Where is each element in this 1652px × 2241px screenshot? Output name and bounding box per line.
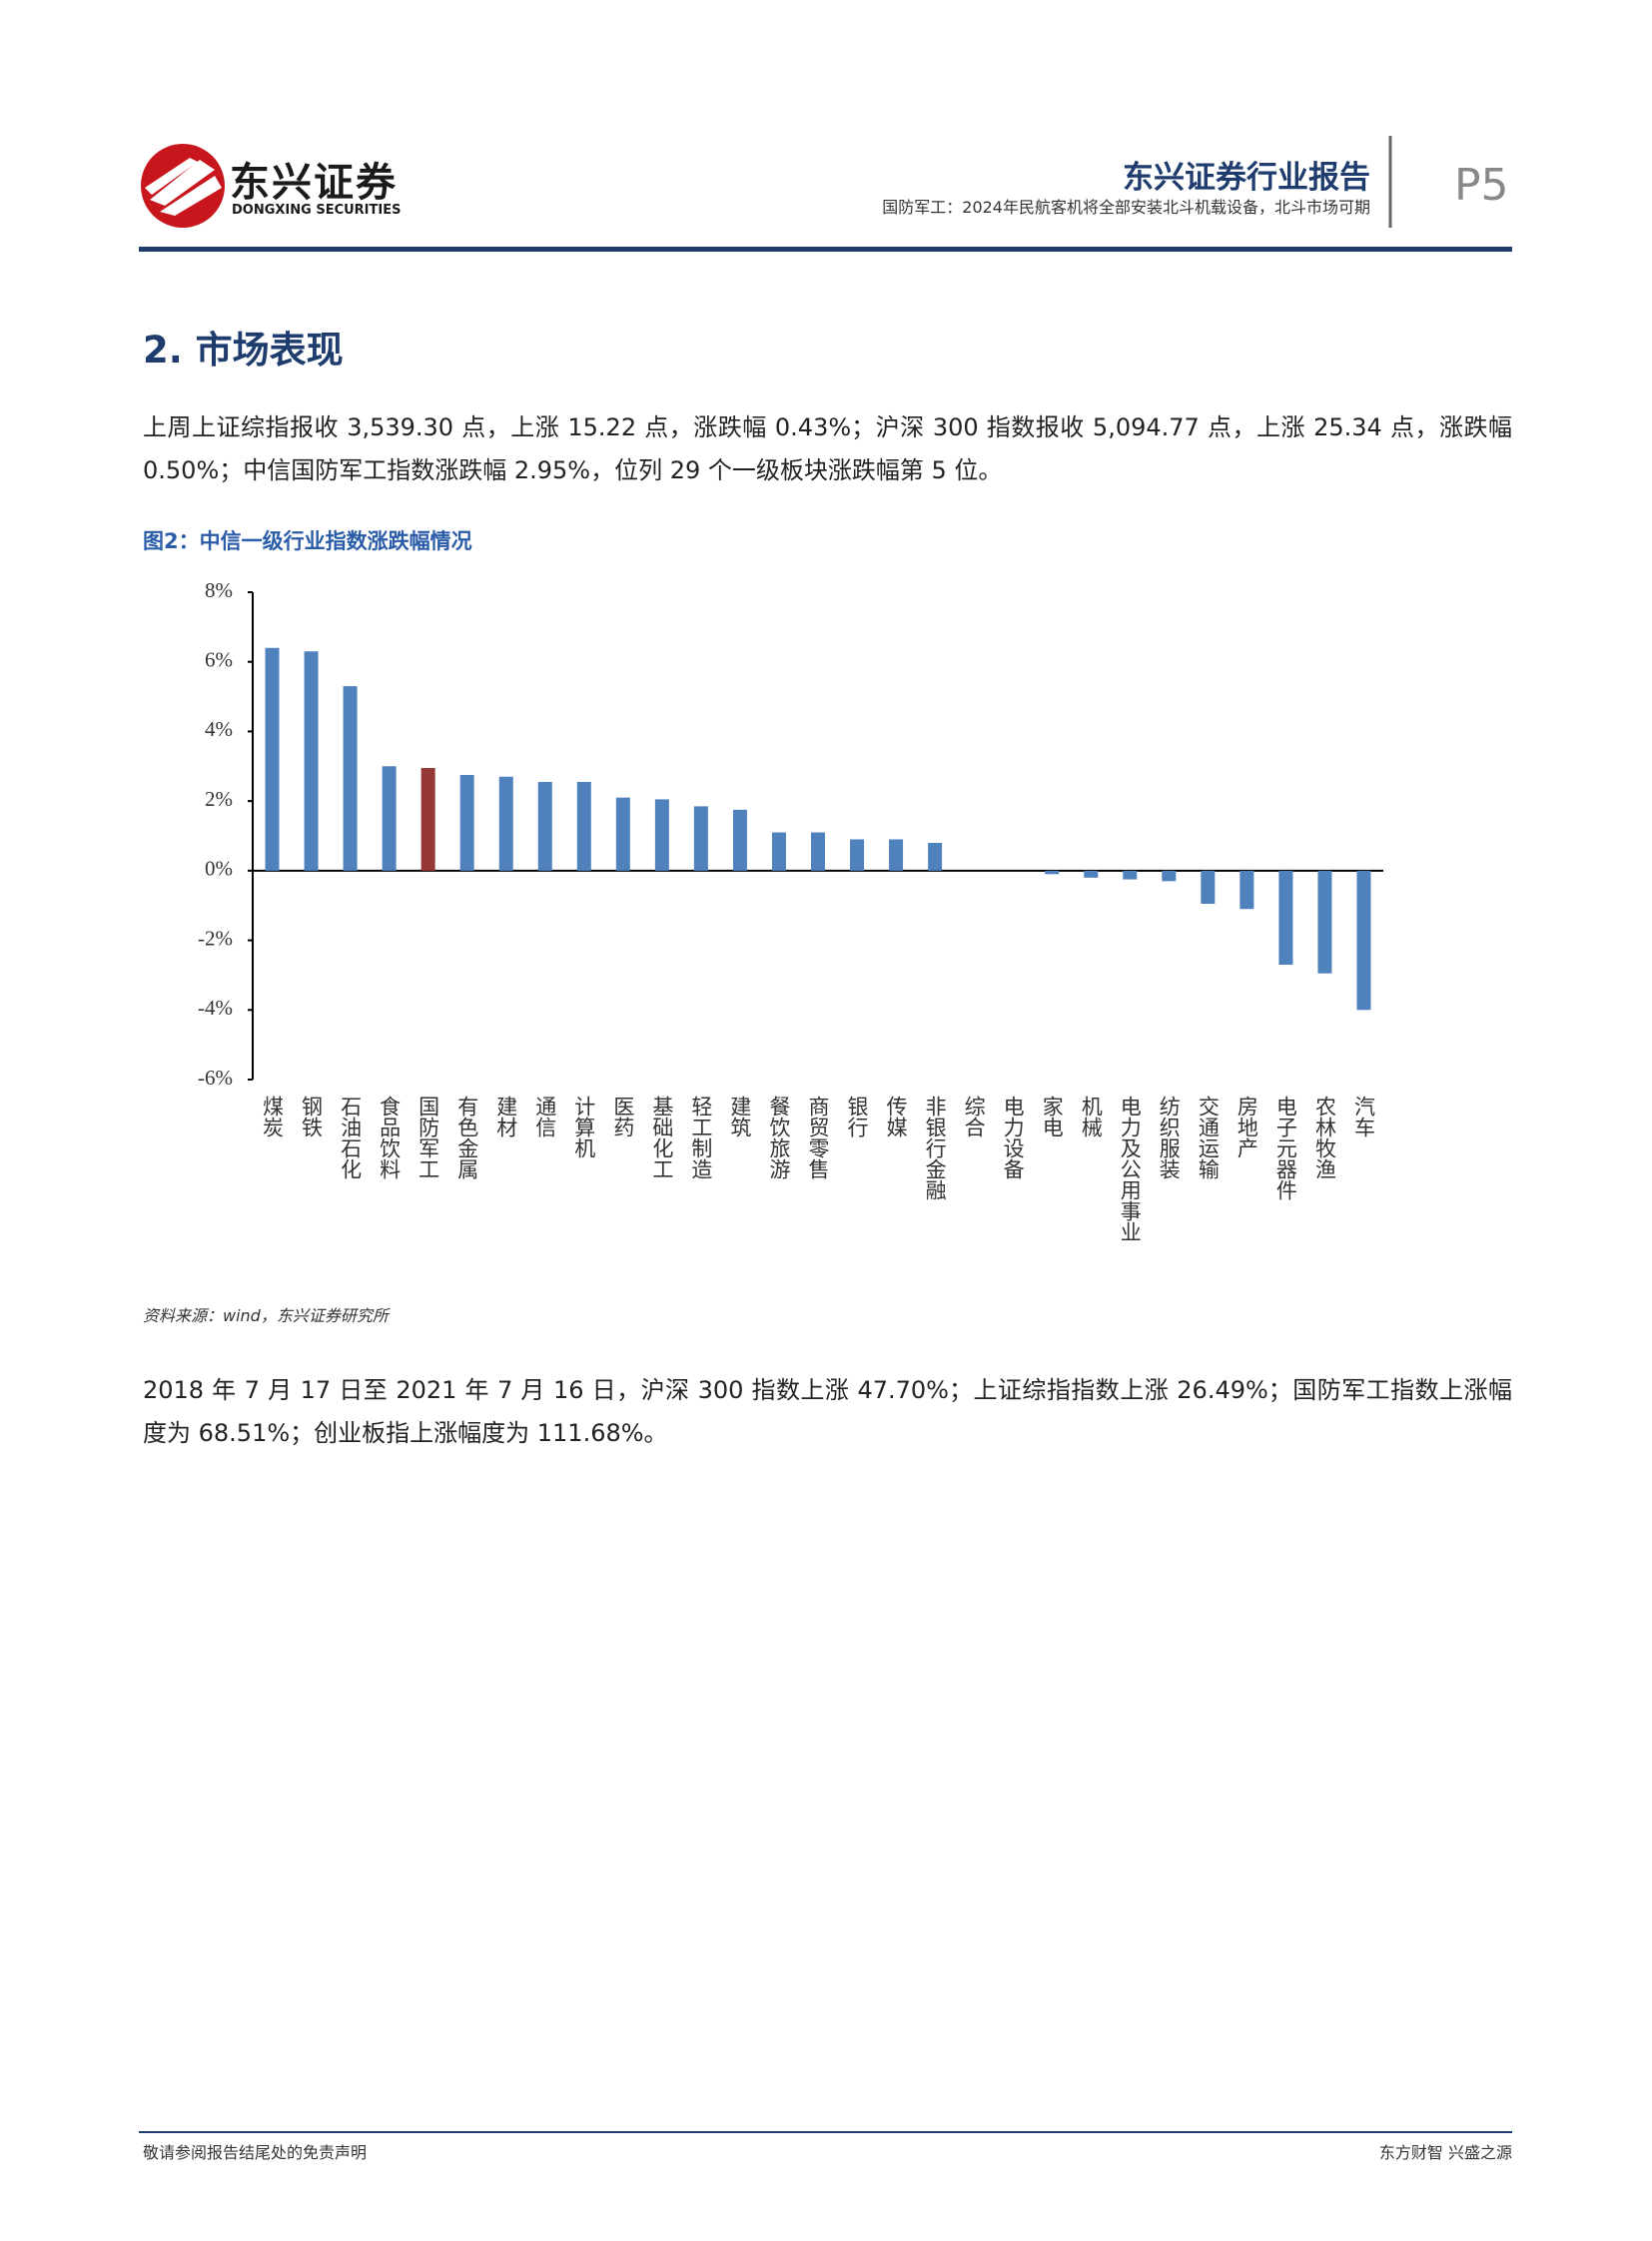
- bar: [1084, 870, 1099, 878]
- x-tick-label: 建材: [494, 1096, 518, 1137]
- logo-subname: DONGXING SECURITIES: [232, 203, 402, 218]
- figure-caption: 图2：中信一级行业指数涨跌幅情况: [143, 529, 472, 553]
- x-tick-label: 石油石化: [339, 1096, 363, 1179]
- x-tick-label: 建筑: [728, 1096, 752, 1137]
- bar: [1356, 870, 1371, 1011]
- y-tick-label: -2%: [198, 926, 233, 950]
- bar: [304, 651, 319, 871]
- y-tick-label: 2%: [205, 787, 233, 811]
- bar: [382, 766, 397, 871]
- footer-motto: 东方财智 兴盛之源: [1378, 2143, 1512, 2162]
- page-number: P5: [1454, 160, 1509, 211]
- bar: [265, 647, 280, 871]
- bar: [420, 768, 435, 871]
- x-tick-label: 电力及公用事业: [1118, 1096, 1142, 1242]
- x-tick-label: 纺织服装: [1157, 1096, 1181, 1179]
- paragraph: 2018 年 7 月 17 日至 2021 年 7 月 16 日，沪深 300 …: [143, 1376, 1512, 1447]
- bar: [1317, 870, 1332, 974]
- y-tick-label: 4%: [205, 717, 233, 741]
- logo-name: 东兴证券: [230, 160, 398, 206]
- bar: [771, 832, 786, 871]
- x-tick-label: 电力设备: [1001, 1096, 1025, 1179]
- x-tick-label: 国防军工: [416, 1096, 440, 1179]
- x-tick-label: 轻工制造: [689, 1096, 713, 1179]
- x-tick-label: 商贸零售: [806, 1096, 830, 1179]
- y-tick-label: 6%: [205, 648, 233, 672]
- x-tick-label: 非银行金融: [923, 1096, 947, 1200]
- x-tick-label: 有色金属: [455, 1096, 479, 1180]
- footer-disclaimer: 敬请参阅报告结尾处的免责声明: [143, 2143, 368, 2162]
- report-subtitle: 国防军工：2024年民航客机将全部安装北斗机载设备，北斗市场可期: [882, 198, 1370, 217]
- x-tick-label: 餐饮旅游: [767, 1096, 791, 1179]
- header-rule: [139, 247, 1512, 252]
- x-tick-label: 钢铁: [300, 1096, 324, 1137]
- y-tick-label: 0%: [205, 857, 233, 881]
- bar: [343, 686, 358, 871]
- x-tick-label: 食品饮料: [378, 1096, 402, 1179]
- x-tick-label: 煤炭: [261, 1096, 285, 1137]
- bar: [732, 809, 747, 871]
- x-tick-label: 综合: [962, 1096, 986, 1137]
- bar: [928, 842, 943, 871]
- bar: [537, 781, 552, 871]
- x-tick-label: 机械: [1079, 1096, 1103, 1137]
- bar: [615, 797, 630, 871]
- bar: [1201, 870, 1216, 904]
- y-tick-label: 8%: [205, 578, 233, 602]
- bar: [1045, 870, 1060, 875]
- x-tick-label: 传媒: [884, 1096, 908, 1137]
- bar: [1278, 870, 1293, 965]
- figure-source: 资料来源：wind，东兴证券研究所: [143, 1306, 389, 1325]
- y-tick-label: -6%: [198, 1066, 233, 1090]
- paragraph: 上周上证综指报收 3,539.30 点，上涨 15.22 点，涨跌幅 0.43%…: [143, 413, 1512, 484]
- bar: [654, 799, 669, 871]
- x-tick-label: 通信: [533, 1096, 557, 1137]
- bar: [576, 781, 591, 871]
- x-tick-label: 家电: [1040, 1096, 1064, 1137]
- x-tick-label: 农林牧渔: [1312, 1096, 1336, 1179]
- bar: [1123, 870, 1138, 880]
- x-tick-label: 银行: [845, 1096, 869, 1137]
- x-tick-label: 汽车: [1351, 1096, 1375, 1137]
- bar: [1239, 870, 1254, 910]
- bar: [693, 806, 708, 871]
- bar: [498, 776, 513, 871]
- x-tick-label: 医药: [611, 1096, 635, 1137]
- bar: [459, 775, 474, 871]
- x-tick-label: 交通运输: [1196, 1096, 1220, 1179]
- bar: [811, 832, 825, 871]
- logo-mark: [145, 158, 222, 216]
- bar: [1162, 870, 1177, 882]
- bar: [889, 839, 904, 871]
- x-tick-label: 电子元器件: [1273, 1096, 1297, 1200]
- footer-rule: [139, 2131, 1512, 2133]
- section-heading: 2. 市场表现: [143, 329, 344, 372]
- x-tick-label: 房地产: [1235, 1096, 1258, 1158]
- x-tick-label: 基础化工: [650, 1096, 674, 1179]
- x-tick-label: 计算机: [572, 1096, 596, 1158]
- report-type: 东兴证券行业报告: [1123, 160, 1370, 196]
- bar: [850, 839, 865, 871]
- y-tick-label: -4%: [198, 996, 233, 1020]
